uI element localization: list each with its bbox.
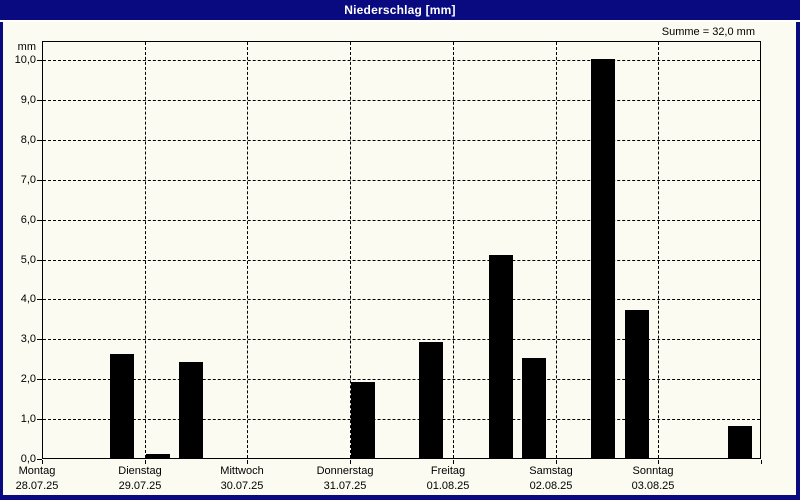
x-grid-line	[658, 42, 660, 458]
y-tick-label: 6,0	[20, 214, 36, 226]
x-grid-line	[144, 42, 146, 458]
precipitation-bar	[522, 358, 546, 458]
x-grid-line	[350, 42, 352, 458]
window-title: Niederschlag [mm]	[344, 3, 456, 17]
x-date-label: 03.08.25	[631, 480, 675, 492]
x-axis-tick	[42, 460, 43, 464]
y-grid-line	[43, 299, 760, 301]
y-axis-tick	[37, 299, 42, 300]
window-border-left	[0, 22, 3, 500]
y-axis-tick	[37, 379, 42, 380]
x-day-label: Freitag	[430, 465, 466, 477]
x-date-label: 29.07.25	[118, 480, 162, 492]
x-date-label: 02.08.25	[529, 480, 573, 492]
x-day-label: Dienstag	[118, 465, 162, 477]
y-tick-label: 5,0	[20, 254, 36, 266]
y-grid-line	[43, 139, 760, 141]
x-date-label: 30.07.25	[220, 480, 264, 492]
y-tick-label: 9,0	[20, 94, 36, 106]
x-axis-tick	[350, 460, 351, 464]
x-day-label: Montag	[18, 465, 56, 477]
x-axis-tick	[761, 460, 762, 464]
y-tick-label: 7,0	[20, 174, 36, 186]
y-tick-label: 0,0	[20, 453, 36, 465]
y-axis-tick	[37, 140, 42, 141]
window-border-bottom	[0, 495, 800, 500]
y-axis-unit-label: mm	[17, 41, 36, 53]
precipitation-bar	[625, 310, 649, 458]
precipitation-bar	[351, 382, 375, 458]
x-grid-line	[452, 42, 454, 458]
y-axis-tick	[37, 180, 42, 181]
precipitation-bar	[179, 362, 203, 458]
plot-area	[42, 41, 761, 459]
x-grid-line	[555, 42, 557, 458]
titlebar-separator	[0, 20, 800, 22]
x-day-label: Mittwoch	[220, 465, 264, 477]
y-tick-label: 2,0	[20, 373, 36, 385]
y-tick-label: 1,0	[20, 413, 36, 425]
window-border-right	[796, 22, 800, 500]
x-day-label: Sonntag	[632, 465, 674, 477]
y-axis-tick	[37, 260, 42, 261]
y-axis-tick	[37, 339, 42, 340]
sum-label: Summe = 32,0 mm	[661, 26, 755, 38]
y-grid-line	[43, 99, 760, 101]
x-day-label: Samstag	[529, 465, 573, 477]
y-grid-line	[43, 339, 760, 341]
x-date-label: 31.07.25	[323, 480, 367, 492]
y-grid-line	[43, 179, 760, 181]
y-grid-line	[43, 219, 760, 221]
x-day-label: Donnerstag	[316, 465, 374, 477]
x-date-label: 01.08.25	[426, 480, 470, 492]
y-tick-label: 4,0	[20, 293, 36, 305]
x-axis-tick	[556, 460, 557, 464]
y-grid-line	[43, 379, 760, 381]
y-axis-tick	[37, 459, 42, 460]
y-axis-tick	[37, 100, 42, 101]
precipitation-bar	[419, 342, 443, 458]
x-date-label: 28.07.25	[15, 480, 59, 492]
y-grid-line	[43, 259, 760, 261]
y-tick-label: 10,0	[14, 54, 36, 66]
y-tick-label: 3,0	[20, 333, 36, 345]
y-grid-line	[43, 60, 760, 61]
y-axis-tick	[37, 60, 42, 61]
x-grid-line	[247, 42, 249, 458]
precipitation-bar	[110, 354, 134, 458]
x-axis-tick	[145, 460, 146, 464]
x-axis-tick	[453, 460, 454, 464]
precipitation-bar	[489, 255, 513, 458]
precipitation-bar	[728, 426, 752, 458]
x-axis-tick	[247, 460, 248, 464]
window-title-bar: Niederschlag [mm]	[0, 0, 800, 20]
precipitation-bar	[591, 59, 615, 458]
precipitation-bar	[146, 454, 170, 458]
x-axis-tick	[658, 460, 659, 464]
y-axis-tick	[37, 419, 42, 420]
y-grid-line	[43, 419, 760, 421]
y-axis-tick	[37, 220, 42, 221]
y-tick-label: 8,0	[20, 134, 36, 146]
